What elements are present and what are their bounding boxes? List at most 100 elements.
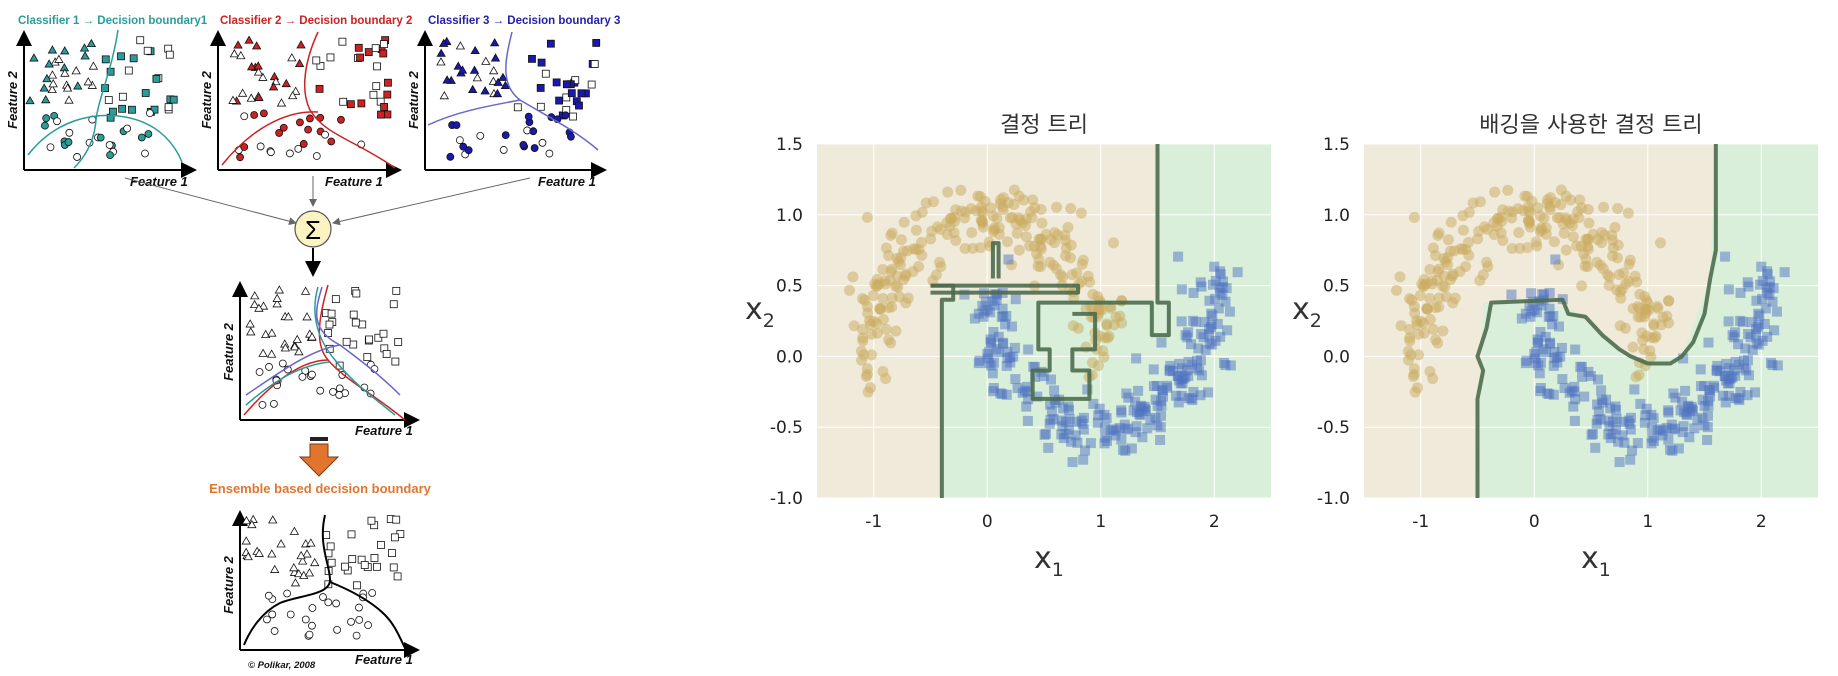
square-point — [1535, 326, 1546, 337]
square-point — [1585, 371, 1596, 382]
triangle-sample — [254, 303, 264, 312]
circle-point — [1530, 236, 1542, 248]
circle-point — [1620, 278, 1632, 290]
circle-sample — [65, 128, 74, 137]
square-sample — [106, 67, 115, 76]
triangle-sample — [436, 57, 446, 66]
circle-sample — [316, 113, 325, 122]
square-point — [1596, 394, 1607, 405]
square-point — [1114, 423, 1125, 434]
circle-sample — [285, 149, 294, 158]
triangle-sample — [300, 286, 311, 295]
square-sample — [513, 103, 522, 112]
square-point — [1727, 372, 1738, 383]
circle-sample — [96, 133, 105, 142]
square-point — [1093, 410, 1104, 421]
square-point — [1003, 254, 1014, 265]
square-point — [1232, 267, 1243, 278]
square-point — [1193, 343, 1204, 354]
square-point — [1727, 330, 1738, 341]
square-sample — [316, 61, 325, 70]
square-point — [978, 311, 989, 322]
square-point — [1639, 417, 1650, 428]
circle-sample — [446, 152, 455, 161]
square-sample — [380, 103, 388, 111]
square-point — [1156, 337, 1167, 348]
triangle-sample — [302, 312, 312, 321]
circle-point — [1447, 270, 1459, 282]
square-point — [1082, 384, 1093, 395]
triangle-sample — [294, 347, 304, 356]
square-sample — [377, 110, 385, 119]
triangle-sample — [254, 548, 264, 557]
square-point — [1718, 390, 1729, 401]
circle-point — [916, 206, 928, 218]
circle-point — [867, 290, 879, 302]
feature-2-label: Feature 2 — [221, 555, 236, 614]
sum-node: Σ — [294, 210, 332, 248]
triangle-sample — [236, 50, 246, 60]
triangle-sample — [244, 35, 254, 44]
square-point — [1190, 316, 1201, 327]
square-sample — [562, 80, 571, 89]
square-point — [1182, 365, 1193, 376]
square-sample — [165, 50, 174, 59]
circle-point — [1013, 244, 1025, 256]
square-sample — [347, 530, 356, 539]
square-sample — [373, 562, 381, 571]
circle-point — [1105, 302, 1117, 314]
square-point — [1625, 424, 1636, 435]
square-point — [1646, 409, 1657, 420]
square-sample — [379, 329, 388, 338]
triangle-sample — [44, 59, 54, 68]
circle-point — [1613, 269, 1625, 281]
circle-sample — [137, 133, 146, 142]
circle-point — [1652, 302, 1664, 314]
square-point — [1210, 275, 1221, 286]
circle-point — [1075, 207, 1087, 219]
triangle-sample — [267, 549, 277, 558]
triangle-sample — [488, 66, 499, 75]
circle-sample — [455, 136, 464, 145]
square-point — [1130, 396, 1141, 407]
circle-sample — [529, 127, 538, 136]
square-point — [1174, 358, 1185, 369]
circle-point — [1449, 292, 1461, 304]
square-point — [1012, 383, 1023, 394]
circle-sample — [240, 112, 249, 121]
square-sample — [367, 516, 376, 525]
circle-point — [935, 261, 947, 273]
square-sample — [536, 102, 545, 111]
circle-sample — [305, 630, 314, 639]
square-sample — [152, 74, 161, 83]
square-point — [1646, 422, 1657, 433]
x-axis-label: x1 — [1034, 541, 1064, 581]
decision-boundary — [930, 283, 1081, 295]
square-point — [1663, 434, 1674, 445]
square-point — [1547, 319, 1558, 330]
square-sample — [326, 542, 335, 551]
square-point — [997, 389, 1008, 400]
square-sample — [372, 82, 381, 91]
square-point — [1640, 410, 1651, 421]
triangle-sample — [80, 51, 90, 60]
sum-symbol: Σ — [305, 215, 321, 245]
square-point — [1723, 316, 1734, 327]
combined-points — [245, 285, 403, 409]
square-point — [1569, 415, 1580, 426]
square-sample — [349, 310, 358, 319]
triangle-sample — [306, 538, 316, 547]
square-point — [1537, 289, 1548, 300]
square-sample — [109, 107, 117, 116]
circle-sample — [319, 593, 327, 601]
circle-point — [1560, 190, 1572, 202]
square-point — [1525, 311, 1536, 322]
ensemble-arrow — [298, 437, 340, 477]
square-point — [1010, 294, 1021, 305]
square-point — [1123, 392, 1134, 403]
square-point — [1030, 371, 1041, 382]
square-point — [1735, 386, 1746, 397]
square-point — [1165, 360, 1176, 371]
square-sample — [391, 357, 400, 366]
square-point — [1641, 403, 1652, 414]
